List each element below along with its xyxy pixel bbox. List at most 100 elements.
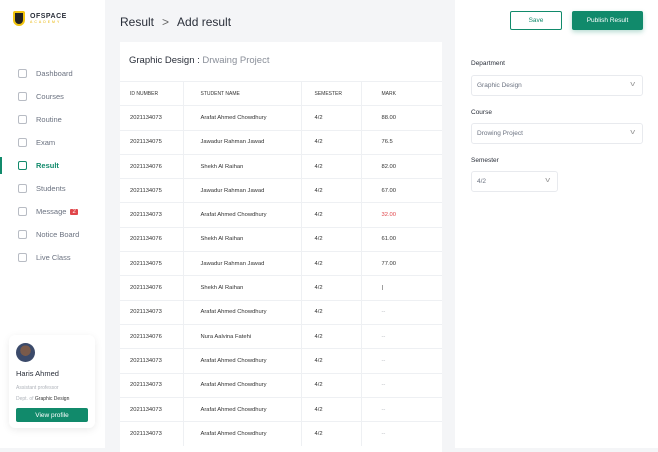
profile-name: Haris Ahmed bbox=[16, 369, 59, 378]
col-name: STUDENT NAME bbox=[182, 80, 301, 106]
save-button[interactable]: Save bbox=[510, 11, 562, 30]
col-mark: MARK bbox=[360, 80, 442, 106]
sidebar-item-label: Notice Board bbox=[36, 230, 80, 239]
id-cell: 2021134076 bbox=[120, 323, 183, 349]
mark-input[interactable]: 77.00 bbox=[360, 251, 442, 276]
result-table: ID NUMBER STUDENT NAME SEMESTER MARK 202… bbox=[120, 80, 442, 446]
name-cell: Arafat Ahmed Chowdhury bbox=[182, 421, 301, 446]
mark-input[interactable]: 82.00 bbox=[360, 153, 442, 179]
name-cell: Shekh Al Raihan bbox=[182, 275, 301, 301]
dept-prefix: Dept. of bbox=[16, 396, 34, 402]
semester-cell: 4/2 bbox=[300, 226, 361, 252]
name-cell: Nura Aalvina Fatehi bbox=[182, 323, 301, 349]
name-cell: Jawadur Rahman Jawad bbox=[182, 129, 301, 155]
course-label: Course bbox=[471, 109, 492, 116]
table-row: 2021134073 Arafat Ahmed Chowdhury 4/2 -- bbox=[120, 421, 442, 446]
calendar-icon bbox=[18, 115, 27, 124]
semester-cell: 4/2 bbox=[300, 251, 361, 276]
name-cell: Arafat Ahmed Chowdhury bbox=[182, 299, 301, 325]
filter-panel: Save Publish Result Department Graphic D… bbox=[455, 0, 658, 448]
table-row: 2021134076 Shekh Al Raihan 4/2 | bbox=[120, 275, 442, 301]
id-cell: 2021134076 bbox=[120, 226, 183, 252]
mark-input[interactable]: -- bbox=[360, 299, 442, 325]
semester-cell: 4/2 bbox=[300, 178, 361, 203]
id-cell: 2021134075 bbox=[120, 178, 183, 203]
name-cell: Arafat Ahmed Chowdhury bbox=[182, 202, 301, 228]
table-row: 2021134076 Nura Aalvina Fatehi 4/2 -- bbox=[120, 323, 442, 349]
name-cell: Arafat Ahmed Chowdhury bbox=[182, 372, 301, 398]
id-cell: 2021134073 bbox=[120, 105, 183, 131]
mark-input[interactable]: -- bbox=[360, 372, 442, 398]
result-icon bbox=[18, 161, 27, 170]
semester-cell: 4/2 bbox=[300, 275, 361, 301]
sidebar-item-result[interactable]: Result bbox=[0, 154, 105, 177]
semester-cell: 4/2 bbox=[300, 202, 361, 228]
sidebar-item-courses[interactable]: Courses bbox=[0, 85, 105, 108]
breadcrumb: Result > Add result bbox=[120, 15, 231, 29]
mark-input[interactable]: -- bbox=[360, 396, 442, 422]
sidebar-item-students[interactable]: Students bbox=[0, 177, 105, 200]
id-cell: 2021134073 bbox=[120, 299, 183, 325]
logo[interactable]: OFSPACE ACADEMY bbox=[13, 11, 67, 26]
semester-cell: 4/2 bbox=[300, 348, 361, 374]
mark-input[interactable]: 88.00 bbox=[360, 105, 442, 131]
sidebar-nav: Dashboard Courses Routine Exam Result Student… bbox=[0, 62, 105, 269]
semester-cell: 4/2 bbox=[300, 421, 361, 446]
sidebar-item-message[interactable]: Message 2 bbox=[0, 200, 105, 223]
mark-input[interactable]: 61.00 bbox=[360, 226, 442, 252]
id-cell: 2021134075 bbox=[120, 251, 183, 276]
page-title: Add result bbox=[177, 15, 232, 29]
department-label: Department bbox=[471, 60, 505, 67]
semester-label: Semester bbox=[471, 157, 499, 164]
mark-input[interactable]: -- bbox=[360, 348, 442, 374]
table-row: 2021134076 Shekh Al Raihan 4/2 61.00 bbox=[120, 226, 442, 252]
sidebar-item-label: Exam bbox=[36, 138, 56, 147]
semester-cell: 4/2 bbox=[300, 153, 361, 179]
sidebar-item-routine[interactable]: Routine bbox=[0, 108, 105, 131]
sidebar-item-exam[interactable]: Exam bbox=[0, 131, 105, 154]
sidebar-item-label: Students bbox=[36, 184, 66, 193]
col-semester: SEMESTER bbox=[300, 80, 361, 106]
department-value: Graphic Design bbox=[477, 82, 522, 89]
semester-cell: 4/2 bbox=[300, 129, 361, 155]
mark-input[interactable]: 76.5 bbox=[360, 129, 442, 155]
exam-icon bbox=[18, 138, 27, 147]
table-row: 2021134075 Jawadur Rahman Jawad 4/2 76.5 bbox=[120, 129, 442, 155]
department-select[interactable]: Graphic Design v bbox=[471, 75, 643, 96]
breadcrumb-separator: > bbox=[162, 15, 170, 29]
sidebar-item-live-class[interactable]: Live Class bbox=[0, 246, 105, 269]
sidebar-item-label: Result bbox=[36, 161, 59, 170]
mark-input[interactable]: -- bbox=[360, 323, 442, 349]
semester-value: 4/2 bbox=[477, 178, 487, 185]
table-row: 2021134073 Arafat Ahmed Chowdhury 4/2 32.00 bbox=[120, 202, 442, 228]
sidebar-item-dashboard[interactable]: Dashboard bbox=[0, 62, 105, 85]
book-icon bbox=[18, 92, 27, 101]
profile-role: Assistant professor bbox=[16, 385, 59, 391]
view-profile-button[interactable]: View profile bbox=[16, 408, 88, 422]
card-dept: Graphic Design : bbox=[129, 55, 200, 66]
mark-input[interactable]: 32.00 bbox=[360, 202, 442, 228]
message-count-badge: 2 bbox=[70, 208, 78, 215]
id-cell: 2021134076 bbox=[120, 153, 183, 179]
table-row: 2021134073 Arafat Ahmed Chowdhury 4/2 88.00 bbox=[120, 105, 442, 131]
chevron-down-icon: v bbox=[629, 81, 635, 88]
id-cell: 2021134073 bbox=[120, 421, 183, 446]
card-title: Graphic Design : Drwaing Project bbox=[129, 55, 269, 66]
sidebar-item-label: Live Class bbox=[36, 253, 71, 262]
id-cell: 2021134073 bbox=[120, 202, 183, 228]
course-value: Drowing Project bbox=[477, 130, 523, 137]
mark-input[interactable]: | bbox=[360, 275, 442, 301]
semester-cell: 4/2 bbox=[300, 299, 361, 325]
semester-cell: 4/2 bbox=[300, 396, 361, 422]
mark-input[interactable]: 67.00 bbox=[360, 178, 442, 203]
semester-select[interactable]: 4/2 v bbox=[471, 171, 558, 192]
notice-icon bbox=[18, 230, 27, 239]
table-row: 2021134073 Arafat Ahmed Chowdhury 4/2 -- bbox=[120, 348, 442, 374]
course-select[interactable]: Drowing Project v bbox=[471, 123, 643, 144]
sidebar-item-notice-board[interactable]: Notice Board bbox=[0, 223, 105, 246]
publish-result-button[interactable]: Publish Result bbox=[572, 11, 643, 30]
name-cell: Jawadur Rahman Jawad bbox=[182, 251, 301, 276]
breadcrumb-result[interactable]: Result bbox=[120, 15, 155, 29]
mark-input[interactable]: -- bbox=[360, 421, 442, 446]
profile-card: Haris Ahmed Assistant professor Dept. of… bbox=[9, 335, 95, 428]
